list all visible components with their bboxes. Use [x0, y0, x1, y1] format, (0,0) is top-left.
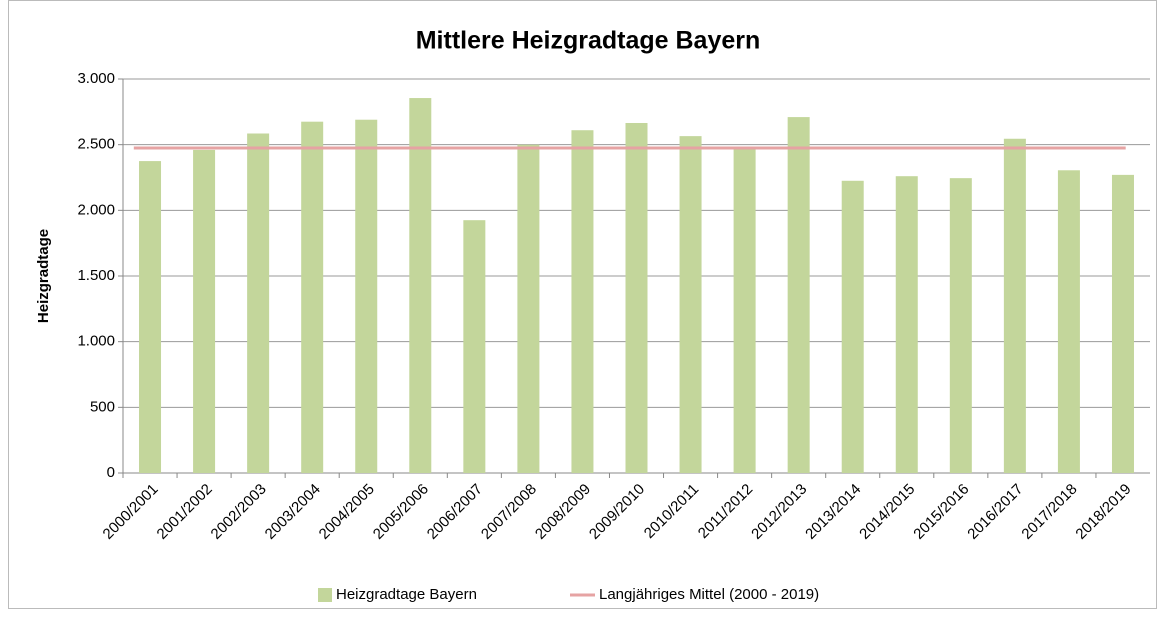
bar — [625, 122, 648, 473]
y-tick-label: 1.000 — [77, 333, 115, 350]
legend-swatch — [318, 588, 332, 602]
bar — [193, 149, 216, 474]
chart-title: Mittlere Heizgradtage Bayern — [416, 27, 761, 55]
bar — [733, 147, 756, 473]
y-axis-label: Heizgradtage — [35, 229, 52, 323]
y-tick-label: 2.000 — [77, 201, 115, 218]
bar — [949, 178, 972, 473]
y-tick-label: 2.500 — [77, 136, 115, 153]
bar — [517, 144, 540, 473]
y-tick-label: 0 — [107, 464, 115, 481]
bar — [409, 98, 432, 473]
bar — [787, 117, 810, 473]
legend-label: Langjähriges Mittel (2000 - 2019) — [599, 586, 819, 603]
bar — [841, 180, 864, 474]
y-tick-label: 3.000 — [77, 70, 115, 87]
bar — [463, 220, 486, 473]
bar — [571, 130, 594, 473]
y-tick-label: 1.500 — [77, 267, 115, 284]
bar — [895, 176, 918, 474]
bar — [355, 119, 378, 474]
bar — [1003, 138, 1026, 474]
y-tick-label: 500 — [90, 398, 115, 415]
bar — [247, 133, 270, 473]
legend-label: Heizgradtage Bayern — [336, 586, 477, 603]
bar — [139, 161, 162, 474]
bar — [679, 136, 702, 473]
bar — [1111, 174, 1134, 473]
bar — [1057, 170, 1080, 473]
bar — [301, 121, 324, 473]
